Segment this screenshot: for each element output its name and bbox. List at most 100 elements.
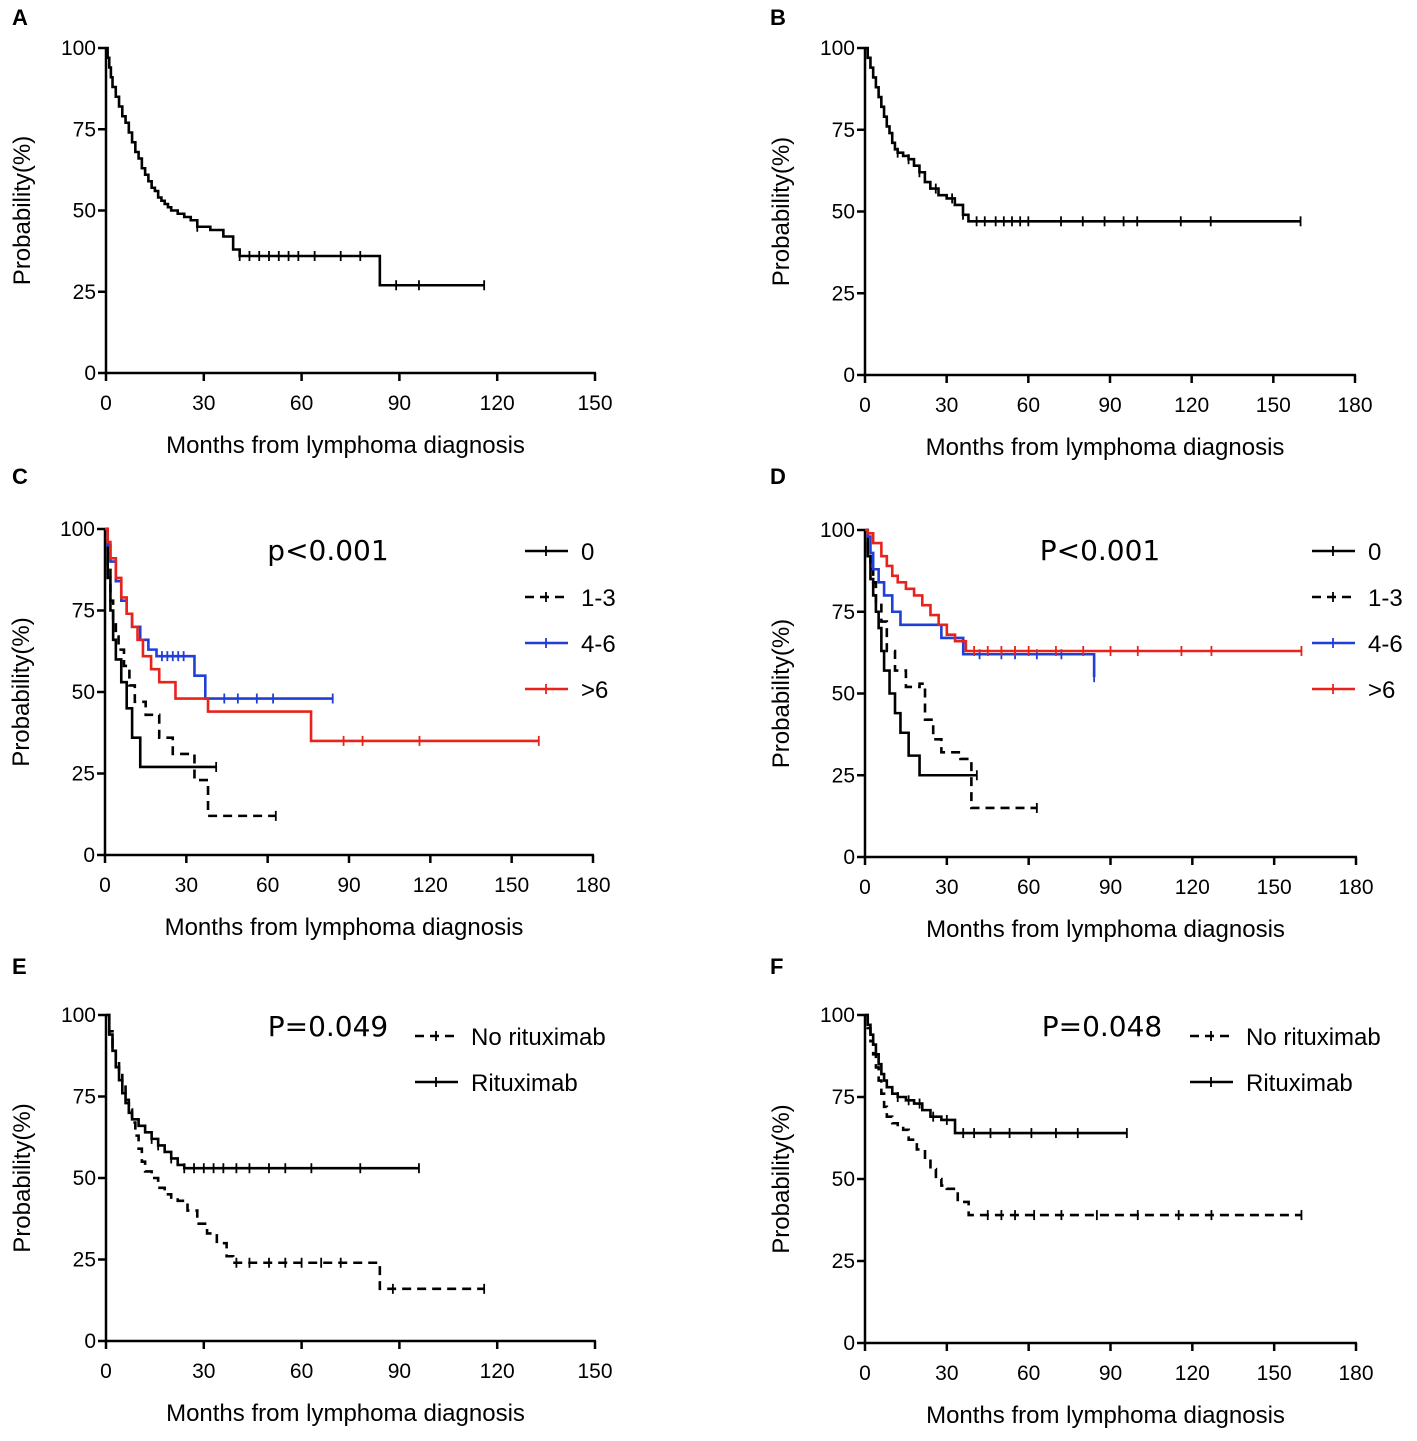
series-line-all bbox=[106, 46, 485, 287]
x-tick-label: 0 bbox=[100, 392, 112, 415]
y-tick-label: 100 bbox=[61, 37, 96, 60]
panel-E: E 0 25 50 75 100 0 30 60 90 120 150 Months from lymp… bbox=[9, 954, 613, 1427]
x-tick-label: 120 bbox=[1175, 876, 1210, 899]
series-line-rituximab bbox=[865, 1013, 1127, 1135]
series-line-4-6 bbox=[865, 528, 1096, 678]
x-tick-label: 0 bbox=[859, 1362, 871, 1385]
x-tick-label: 30 bbox=[935, 394, 958, 417]
x-tick-label: 120 bbox=[480, 392, 515, 415]
x-tick-label: 90 bbox=[388, 392, 411, 415]
x-tick-label: 90 bbox=[388, 1360, 411, 1383]
y-axis-title: Probability(%) bbox=[768, 1104, 795, 1253]
x-tick-label: 180 bbox=[575, 874, 610, 897]
x-axis-title: Months from lymphoma diagnosis bbox=[166, 1400, 525, 1427]
x-tick-label: 120 bbox=[413, 874, 448, 897]
panel-letter: E bbox=[12, 954, 27, 979]
y-axis-title: Probability(%) bbox=[9, 1103, 36, 1252]
x-tick-label: 60 bbox=[1017, 876, 1040, 899]
x-tick-label: 30 bbox=[192, 392, 215, 415]
x-tick-label: 30 bbox=[192, 1360, 215, 1383]
x-axis-title: Months from lymphoma diagnosis bbox=[165, 914, 524, 941]
panel-letter: A bbox=[12, 5, 28, 30]
p-value-label: P=0.049 bbox=[268, 1010, 389, 1043]
y-axis-title: Probability(%) bbox=[9, 136, 36, 285]
x-tick-label: 120 bbox=[1175, 1362, 1210, 1385]
panel-letter: D bbox=[770, 464, 786, 489]
y-axis-title: Probability(%) bbox=[8, 617, 35, 766]
series-line-no-rituximab bbox=[106, 1013, 485, 1291]
series-line-0 bbox=[865, 528, 977, 777]
x-tick-label: 180 bbox=[1338, 876, 1373, 899]
y-tick-label: 75 bbox=[832, 601, 855, 624]
y-tick-label: 75 bbox=[73, 1086, 96, 1109]
x-tick-label: 120 bbox=[480, 1360, 515, 1383]
x-tick-label: 30 bbox=[935, 1362, 958, 1385]
legend-label: No rituximab bbox=[1246, 1024, 1381, 1051]
x-tick-label: 180 bbox=[1338, 1362, 1373, 1385]
p-value-label: p<0.001 bbox=[267, 534, 388, 567]
panel-D: D 0 25 50 75 100 0 30 60 90 120 150 180 Months from l… bbox=[768, 464, 1403, 943]
series-line-1-3 bbox=[105, 527, 276, 818]
x-tick-label: 60 bbox=[290, 392, 313, 415]
y-tick-label: 100 bbox=[61, 1004, 96, 1027]
y-tick-label: 50 bbox=[73, 200, 96, 223]
x-tick-label: 0 bbox=[859, 876, 871, 899]
x-tick-label: 150 bbox=[1257, 876, 1292, 899]
legend-label: Rituximab bbox=[471, 1070, 578, 1097]
y-tick-label: 25 bbox=[72, 763, 95, 786]
y-tick-label: 25 bbox=[832, 764, 855, 787]
y-tick-label: 0 bbox=[84, 1330, 96, 1353]
legend-label: 1-3 bbox=[581, 585, 616, 612]
y-axis-title: Probability(%) bbox=[768, 137, 795, 286]
x-tick-label: 60 bbox=[1017, 394, 1040, 417]
legend-label: Rituximab bbox=[1246, 1070, 1353, 1097]
x-axis-title: Months from lymphoma diagnosis bbox=[926, 434, 1285, 461]
series-line-0 bbox=[105, 527, 217, 769]
x-tick-label: 60 bbox=[256, 874, 279, 897]
y-tick-label: 0 bbox=[843, 1332, 855, 1355]
y-tick-label: 75 bbox=[832, 119, 855, 142]
p-value-label: P<0.001 bbox=[1040, 534, 1161, 567]
y-tick-label: 100 bbox=[820, 519, 855, 542]
x-tick-label: 180 bbox=[1337, 394, 1372, 417]
y-tick-label: 50 bbox=[73, 1167, 96, 1190]
x-tick-label: 30 bbox=[935, 876, 958, 899]
y-axis-title: Probability(%) bbox=[768, 619, 795, 768]
series-line-1-3 bbox=[865, 528, 1037, 810]
y-tick-label: 0 bbox=[83, 844, 95, 867]
panel-C: C 0 25 50 75 100 0 30 60 90 120 150 180 Months from l… bbox=[8, 464, 616, 941]
series-line-all bbox=[865, 46, 1301, 223]
p-value-label: P=0.048 bbox=[1042, 1010, 1163, 1043]
x-tick-label: 90 bbox=[337, 874, 360, 897]
y-tick-label: 100 bbox=[820, 1004, 855, 1027]
panel-F: F 0 25 50 75 100 0 30 60 90 120 150 180 Months from l… bbox=[768, 954, 1381, 1429]
y-tick-label: 25 bbox=[73, 281, 96, 304]
y-tick-label: 100 bbox=[60, 518, 95, 541]
x-tick-label: 90 bbox=[1098, 394, 1121, 417]
legend-label: 0 bbox=[1368, 539, 1381, 566]
panel-letter: C bbox=[12, 464, 28, 489]
legend-label: >6 bbox=[1368, 677, 1395, 704]
y-tick-label: 75 bbox=[832, 1086, 855, 1109]
x-axis-title: Months from lymphoma diagnosis bbox=[166, 432, 525, 459]
panel-letter: F bbox=[770, 954, 783, 979]
legend-label: >6 bbox=[581, 677, 608, 704]
x-tick-label: 150 bbox=[1256, 394, 1291, 417]
legend-label: 4-6 bbox=[581, 631, 616, 658]
legend-label: 1-3 bbox=[1368, 585, 1403, 612]
x-tick-label: 150 bbox=[1257, 1362, 1292, 1385]
y-tick-label: 75 bbox=[72, 600, 95, 623]
x-tick-label: 150 bbox=[577, 1360, 612, 1383]
y-tick-label: 25 bbox=[832, 282, 855, 305]
x-axis-title: Months from lymphoma diagnosis bbox=[926, 1402, 1285, 1429]
x-tick-label: 90 bbox=[1099, 1362, 1122, 1385]
x-tick-label: 90 bbox=[1099, 876, 1122, 899]
x-tick-label: 0 bbox=[100, 1360, 112, 1383]
series-line--6 bbox=[865, 528, 1302, 653]
x-tick-label: 0 bbox=[99, 874, 111, 897]
x-tick-label: 150 bbox=[494, 874, 529, 897]
y-tick-label: 50 bbox=[832, 1168, 855, 1191]
panel-A: A 0 25 50 75 100 0 30 60 90 120 150 Months from lymp… bbox=[9, 5, 613, 459]
x-tick-label: 30 bbox=[175, 874, 198, 897]
y-tick-label: 50 bbox=[72, 681, 95, 704]
